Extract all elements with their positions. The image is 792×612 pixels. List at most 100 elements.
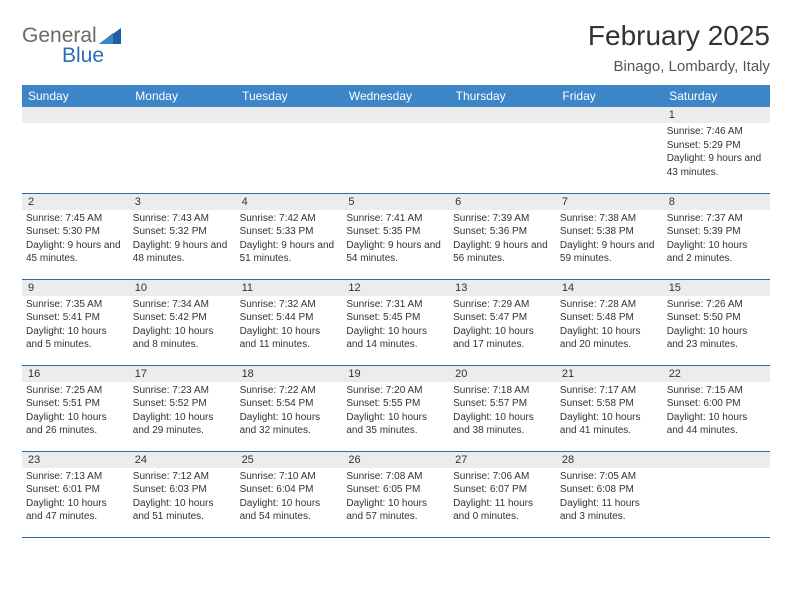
day-number: 11	[236, 280, 343, 296]
sunrise-line: Sunrise: 7:20 AM	[346, 384, 445, 398]
calendar-cell: 22Sunrise: 7:15 AMSunset: 6:00 PMDayligh…	[663, 365, 770, 451]
sunset-line: Sunset: 5:50 PM	[667, 311, 766, 325]
sunset-line: Sunset: 6:04 PM	[240, 483, 339, 497]
sunrise-line: Sunrise: 7:28 AM	[560, 298, 659, 312]
sunrise-line: Sunrise: 7:39 AM	[453, 212, 552, 226]
sunrise-line: Sunrise: 7:18 AM	[453, 384, 552, 398]
sunset-line: Sunset: 5:30 PM	[26, 225, 125, 239]
day-number: 13	[449, 280, 556, 296]
daylight-line: Daylight: 9 hours and 48 minutes.	[133, 239, 232, 266]
calendar-cell: 9Sunrise: 7:35 AMSunset: 5:41 PMDaylight…	[22, 279, 129, 365]
calendar-cell: 15Sunrise: 7:26 AMSunset: 5:50 PMDayligh…	[663, 279, 770, 365]
day-body: Sunrise: 7:26 AMSunset: 5:50 PMDaylight:…	[663, 296, 770, 354]
sunset-line: Sunset: 5:51 PM	[26, 397, 125, 411]
calendar-cell: 6Sunrise: 7:39 AMSunset: 5:36 PMDaylight…	[449, 193, 556, 279]
day-number: 12	[342, 280, 449, 296]
daylight-line: Daylight: 10 hours and 35 minutes.	[346, 411, 445, 438]
month-title: February 2025	[588, 20, 770, 52]
calendar-cell: 18Sunrise: 7:22 AMSunset: 5:54 PMDayligh…	[236, 365, 343, 451]
day-body: Sunrise: 7:25 AMSunset: 5:51 PMDaylight:…	[22, 382, 129, 440]
sunset-line: Sunset: 5:52 PM	[133, 397, 232, 411]
day-number: 18	[236, 366, 343, 382]
calendar-page: General Blue February 2025 Binago, Lomba…	[0, 0, 792, 548]
day-number: 23	[22, 452, 129, 468]
day-number: 26	[342, 452, 449, 468]
daylight-line: Daylight: 9 hours and 56 minutes.	[453, 239, 552, 266]
location-subtitle: Binago, Lombardy, Italy	[588, 58, 770, 75]
day-number: 22	[663, 366, 770, 382]
calendar-cell	[663, 451, 770, 537]
day-body	[22, 123, 129, 183]
calendar-cell: 1Sunrise: 7:46 AMSunset: 5:29 PMDaylight…	[663, 107, 770, 193]
sunrise-line: Sunrise: 7:26 AM	[667, 298, 766, 312]
day-number: 25	[236, 452, 343, 468]
day-body: Sunrise: 7:13 AMSunset: 6:01 PMDaylight:…	[22, 468, 129, 526]
day-body	[556, 123, 663, 183]
calendar-row: 23Sunrise: 7:13 AMSunset: 6:01 PMDayligh…	[22, 451, 770, 537]
daylight-line: Daylight: 10 hours and 23 minutes.	[667, 325, 766, 352]
day-body: Sunrise: 7:05 AMSunset: 6:08 PMDaylight:…	[556, 468, 663, 526]
calendar-cell: 20Sunrise: 7:18 AMSunset: 5:57 PMDayligh…	[449, 365, 556, 451]
sunrise-line: Sunrise: 7:17 AM	[560, 384, 659, 398]
day-body	[663, 468, 770, 528]
sunrise-line: Sunrise: 7:32 AM	[240, 298, 339, 312]
day-body: Sunrise: 7:46 AMSunset: 5:29 PMDaylight:…	[663, 123, 770, 181]
day-number: 28	[556, 452, 663, 468]
sunrise-line: Sunrise: 7:12 AM	[133, 470, 232, 484]
sunset-line: Sunset: 5:54 PM	[240, 397, 339, 411]
day-number: 21	[556, 366, 663, 382]
day-number	[556, 107, 663, 123]
page-header: General Blue February 2025 Binago, Lomba…	[22, 20, 770, 79]
day-number: 19	[342, 366, 449, 382]
day-number: 4	[236, 194, 343, 210]
day-body: Sunrise: 7:08 AMSunset: 6:05 PMDaylight:…	[342, 468, 449, 526]
day-body: Sunrise: 7:35 AMSunset: 5:41 PMDaylight:…	[22, 296, 129, 354]
day-body: Sunrise: 7:22 AMSunset: 5:54 PMDaylight:…	[236, 382, 343, 440]
calendar-row: 2 Sunrise: 7:45 AMSunset: 5:30 PM Daylight…	[22, 193, 770, 279]
day-body: Sunrise: 7:32 AMSunset: 5:44 PMDaylight:…	[236, 296, 343, 354]
day-number: 16	[22, 366, 129, 382]
sunset-line: Sunset: 5:29 PM	[667, 139, 766, 153]
sunset-line: Sunset: 6:00 PM	[667, 397, 766, 411]
calendar-cell	[129, 107, 236, 193]
sunset-line: Sunset: 6:05 PM	[346, 483, 445, 497]
sunrise-line: Sunrise: 7:45 AM	[26, 212, 125, 226]
calendar-cell	[556, 107, 663, 193]
day-body: Sunrise: 7:38 AMSunset: 5:38 PMDaylight:…	[556, 210, 663, 268]
logo: General Blue	[22, 20, 121, 66]
day-number: 27	[449, 452, 556, 468]
day-number	[22, 107, 129, 123]
day-number: 9	[22, 280, 129, 296]
day-number: 3	[129, 194, 236, 210]
daylight-line: Daylight: 9 hours and 51 minutes.	[240, 239, 339, 266]
day-number: 7	[556, 194, 663, 210]
sunrise-line: Sunrise: 7:37 AM	[667, 212, 766, 226]
day-number	[663, 452, 770, 468]
sunrise-line: Sunrise: 7:34 AM	[133, 298, 232, 312]
sunset-line: Sunset: 5:41 PM	[26, 311, 125, 325]
sunrise-line: Sunrise: 7:06 AM	[453, 470, 552, 484]
weekday-header-row: SundayMondayTuesdayWednesdayThursdayFrid…	[22, 85, 770, 107]
day-body: Sunrise: 7:20 AMSunset: 5:55 PMDaylight:…	[342, 382, 449, 440]
sunrise-line: Sunrise: 7:29 AM	[453, 298, 552, 312]
sunrise-line: Sunrise: 7:46 AM	[667, 125, 766, 139]
day-number: 2	[22, 194, 129, 210]
logo-text-general: General	[22, 26, 97, 46]
calendar-cell: 7Sunrise: 7:38 AMSunset: 5:38 PMDaylight…	[556, 193, 663, 279]
day-body: Sunrise: 7:15 AMSunset: 6:00 PMDaylight:…	[663, 382, 770, 440]
daylight-line: Daylight: 10 hours and 38 minutes.	[453, 411, 552, 438]
daylight-line: Daylight: 10 hours and 44 minutes.	[667, 411, 766, 438]
title-block: February 2025 Binago, Lombardy, Italy	[588, 20, 770, 79]
sunset-line: Sunset: 5:48 PM	[560, 311, 659, 325]
day-body: Sunrise: 7:31 AMSunset: 5:45 PMDaylight:…	[342, 296, 449, 354]
daylight-line: Daylight: 10 hours and 11 minutes.	[240, 325, 339, 352]
day-number: 5	[342, 194, 449, 210]
daylight-line: Daylight: 10 hours and 26 minutes.	[26, 411, 125, 438]
sunset-line: Sunset: 5:45 PM	[346, 311, 445, 325]
calendar-cell: 8Sunrise: 7:37 AMSunset: 5:39 PMDaylight…	[663, 193, 770, 279]
sunrise-line: Sunrise: 7:10 AM	[240, 470, 339, 484]
sunrise-line: Sunrise: 7:05 AM	[560, 470, 659, 484]
day-body: Sunrise: 7:10 AMSunset: 6:04 PMDaylight:…	[236, 468, 343, 526]
sunset-line: Sunset: 6:01 PM	[26, 483, 125, 497]
day-body: Sunrise: 7:17 AMSunset: 5:58 PMDaylight:…	[556, 382, 663, 440]
